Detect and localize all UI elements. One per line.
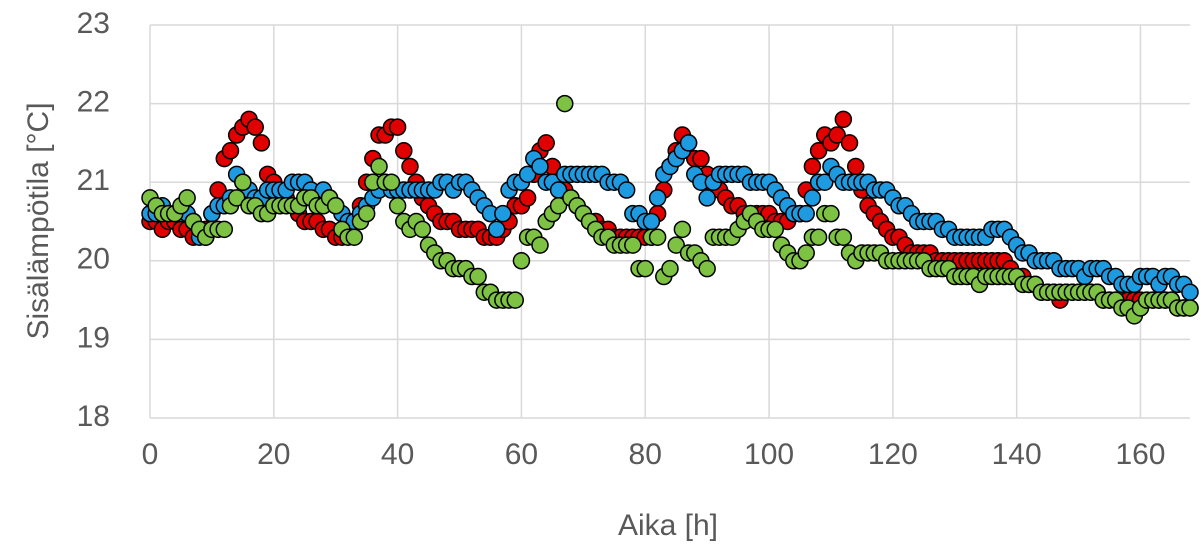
data-point [692,149,710,168]
data-point [1181,283,1199,301]
data-point [395,142,413,160]
data-point [345,228,364,246]
data-point [221,142,240,160]
data-point [822,204,840,223]
y-tick-label: 21 [77,164,110,197]
data-point [326,197,345,215]
data-point [1181,299,1199,317]
data-point [797,244,815,262]
data-point [413,220,432,239]
data-point [667,236,685,254]
x-tick-label: 60 [505,438,538,471]
data-point [648,228,667,246]
data-point [252,134,271,152]
data-point [506,291,524,309]
data-point [401,157,419,176]
data-point [846,157,865,176]
data-point [512,252,531,270]
data-point [494,204,512,223]
data-point [648,189,667,207]
x-axis-label: Aika [h] [618,509,718,542]
y-tick-label: 19 [77,321,110,354]
data-point [828,126,846,144]
data-point [636,259,654,278]
x-tick-label: 80 [629,438,662,471]
data-point [803,189,822,207]
data-point [816,173,834,191]
data-point [357,204,376,223]
y-tick-label: 18 [77,400,110,433]
data-point [803,157,822,176]
data-point [766,220,784,239]
data-point [679,134,698,152]
x-tick-label: 0 [142,438,159,471]
data-point [661,259,679,278]
data-point [549,197,568,215]
x-tick-label: 140 [992,438,1042,471]
data-point [246,118,264,136]
data-point [531,157,549,176]
y-tick-label: 23 [77,7,110,40]
data-point [642,212,661,231]
y-axis-label: Sisälämpötila [°C] [22,102,55,339]
data-point [178,189,196,207]
x-tick-label: 40 [381,438,414,471]
data-point [809,142,828,160]
data-point [797,204,815,223]
data-point [388,197,407,215]
data-point [469,267,487,286]
x-tick-label: 120 [868,438,918,471]
data-point [834,228,853,246]
x-tick-label: 160 [1115,438,1165,471]
y-tick-label: 22 [77,86,110,119]
x-tick-label: 100 [744,438,794,471]
data-point [556,94,574,113]
data-point [617,181,636,199]
data-point [673,220,692,239]
data-point [518,189,537,207]
data-point [518,165,537,184]
data-point [487,220,506,239]
data-point [382,173,401,191]
data-point [388,118,407,136]
data-point [215,220,234,239]
data-point [624,236,642,254]
data-point [531,236,549,254]
data-point [834,110,853,129]
data-point [809,228,828,246]
data-point [698,259,716,278]
data-point [227,189,246,207]
data-point [234,173,252,191]
data-point [840,134,859,152]
data-point [537,134,555,152]
data-point [370,157,388,176]
y-tick-label: 20 [77,243,110,276]
x-tick-label: 20 [257,438,290,471]
data-point [698,189,716,207]
